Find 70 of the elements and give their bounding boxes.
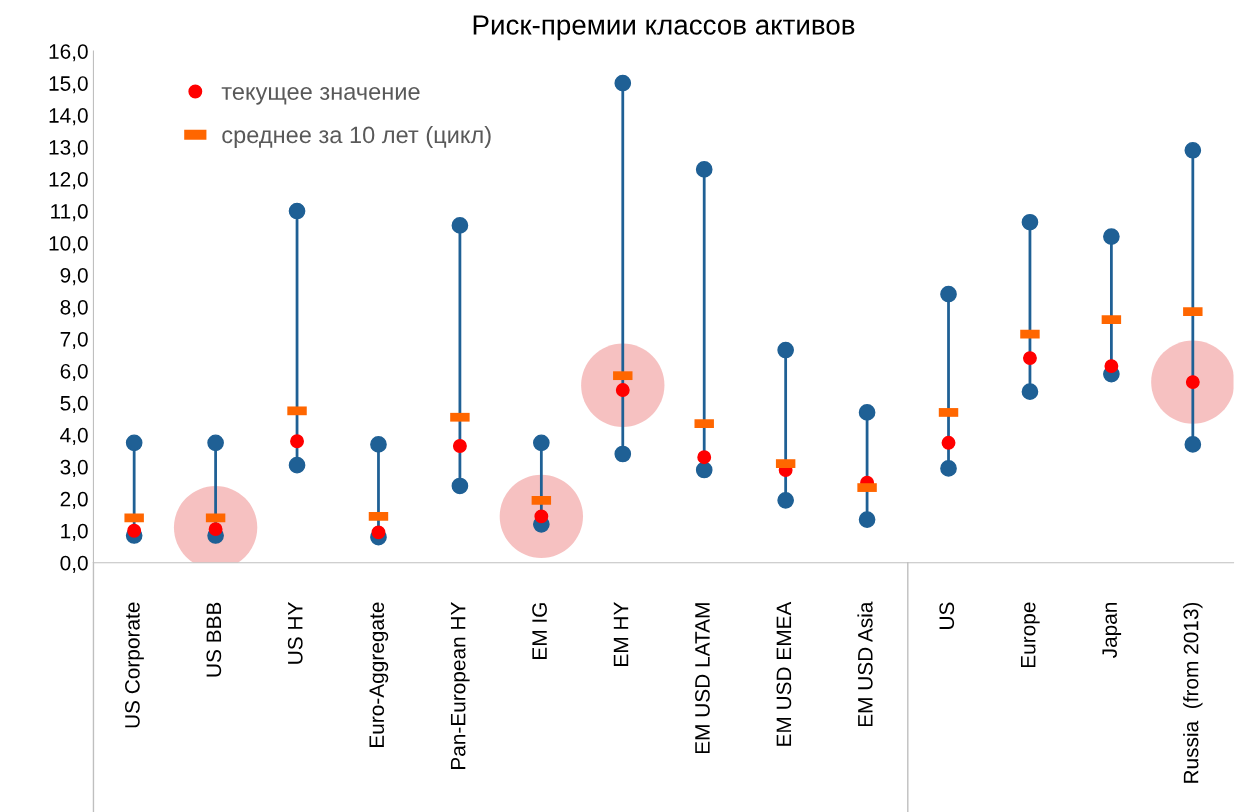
x-tick-label: EM HY [613,602,629,666]
point [695,161,713,178]
point [288,202,306,220]
y-tick-label: 6,0 [60,363,88,382]
point [1103,228,1120,245]
x-tick-label: US Corporate [125,602,144,728]
y-tick-label: 11,0 [51,204,88,222]
x-tick-label: Pan-European HY [450,602,470,769]
x-tick-label: EM USD Asia [857,601,873,727]
legend-label: текущее значение [221,87,420,105]
y-tick-label: 12,0 [49,172,88,190]
point [1184,436,1202,453]
y-tick-label: 1,0 [61,523,88,541]
point [615,383,630,398]
point [697,450,712,465]
point [451,217,469,234]
point [1184,141,1202,159]
point [290,434,304,449]
point [614,74,632,92]
x-tick-label: EM USD LATAM [695,603,710,754]
y-tick-label: 9,0 [60,267,88,286]
point [534,509,549,524]
y-tick-label: 15,0 [49,76,88,94]
point [695,461,713,479]
point [1104,359,1119,374]
point [288,456,306,474]
y-tick-label: 14,0 [49,108,88,126]
legend-label: среднее за 10 лет (цикл) [222,125,491,148]
point [1185,375,1200,390]
point [940,285,957,303]
y-tick-label: 4,0 [60,427,88,446]
point [614,445,632,463]
x-tick-label: Japan [1102,602,1122,659]
point [940,460,957,477]
y-tick-label: 0,0 [60,555,88,573]
point [941,435,956,450]
point [777,341,794,359]
point [451,477,469,495]
point [858,404,876,421]
x-tick-label: US [939,602,955,629]
x-tick-label: Euro-Aggregate [369,602,389,747]
y-tick-label: 7,0 [60,331,88,350]
y-tick-label: 16,0 [49,44,88,62]
chart-title: Риск-премии классов активов [473,15,855,41]
x-tick-label: US BBB [206,602,222,677]
point [533,434,550,452]
point [1021,213,1039,231]
point [452,439,467,453]
y-tick-label: 8,0 [60,299,88,318]
x-tick-label: US HY [287,602,303,664]
point [207,434,224,452]
point [1023,351,1037,366]
y-tick-label: 2,0 [60,491,88,509]
point [858,511,876,528]
point [1151,340,1234,424]
y-tick-label: 10,0 [49,235,88,254]
x-tick-label: EM IG [532,603,547,659]
point [125,434,143,452]
point [370,436,387,453]
y-tick-label: 3,0 [60,459,88,478]
x-tick-label: EM USD EMEA [776,601,792,746]
point [777,492,794,509]
point [208,522,223,537]
x-tick-label: Russia (from 2013) [1183,602,1203,783]
point [1021,383,1039,400]
x-tick-label: Europe [1021,602,1040,668]
y-tick-label: 5,0 [60,395,88,414]
point [127,523,142,538]
y-tick-label: 13,0 [49,140,88,158]
point [371,525,386,540]
